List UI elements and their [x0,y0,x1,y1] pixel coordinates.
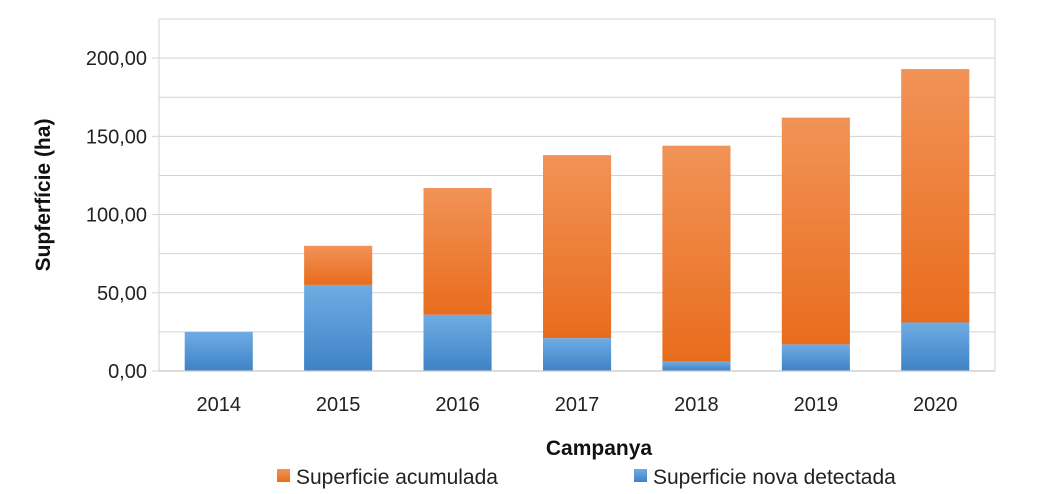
bar-superficie-nova-detectada-2015 [304,285,373,371]
bar-superficie-nova-detectada-2018 [662,361,731,371]
x-tick-label: 2019 [794,394,839,416]
bar-superficie-nova-detectada-2019 [781,344,850,371]
y-tick-labels: 0,00 50,00 100,00 150,00 200,00 [86,48,159,383]
y-axis-title: Supferfície (ha) [32,119,55,272]
bar-superficie-nova-detectada-2017 [543,338,612,371]
legend-swatch [634,469,647,482]
y-tick-label: 200,00 [86,48,147,70]
bar-superficie-acumulada-2020 [901,69,970,323]
legend-label: Superficie acumulada [296,466,498,489]
bar-superficie-acumulada-2015 [304,245,373,285]
bar-superficie-nova-detectada-2020 [901,322,970,371]
bar-superficie-nova-detectada-2014 [184,331,253,371]
legend-swatch [277,469,290,482]
y-tick-label: 100,00 [86,205,147,227]
x-tick-label: 2017 [555,394,600,416]
x-tick-label: 2018 [674,394,719,416]
y-tick-label: 150,00 [86,126,147,148]
x-tick-label: 2015 [316,394,361,416]
x-tick-labels: 2014 2015 2016 2017 2018 2019 2020 [196,394,957,416]
x-axis-title: Campanya [546,437,653,460]
y-tick-label: 0,00 [108,361,147,383]
bars [159,69,995,372]
x-tick-label: 2016 [435,394,480,416]
bar-superficie-acumulada-2018 [662,145,731,362]
legend-label: Superficie nova detectada [653,466,896,489]
legend: Superficie acumulada Superficie nova dete… [277,466,896,489]
bar-superficie-acumulada-2016 [423,188,492,315]
x-tick-label: 2014 [196,394,241,416]
y-tick-label: 50,00 [97,283,147,305]
bar-superficie-acumulada-2017 [543,155,612,339]
bar-superficie-acumulada-2019 [781,117,850,345]
x-tick-label: 2020 [913,394,958,416]
bar-superficie-nova-detectada-2016 [423,314,492,371]
